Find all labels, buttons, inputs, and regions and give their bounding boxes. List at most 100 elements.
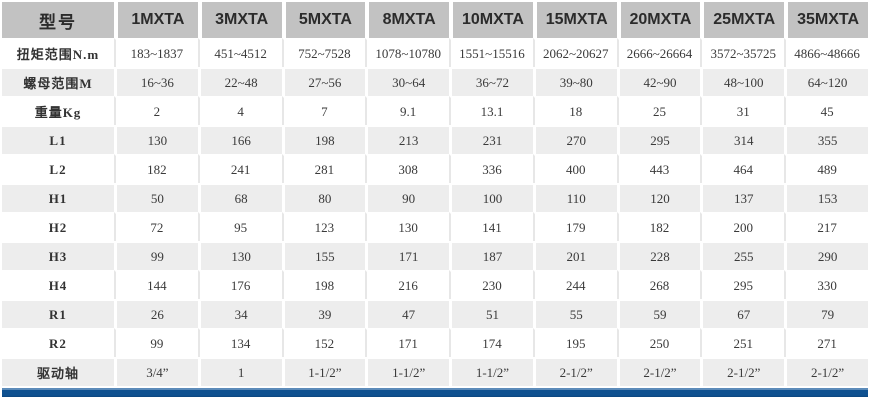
table-row: H4 144 176 198 216 230 244 268 295 330: [2, 270, 868, 299]
data-cell: 1-1/2”: [365, 357, 450, 386]
data-cell: 255: [700, 241, 785, 270]
corner-header-model: 型号: [2, 2, 114, 38]
data-cell: 2062~20627: [532, 38, 617, 67]
data-cell: 231: [449, 125, 533, 154]
row-label: 驱动轴: [2, 357, 114, 386]
data-cell: 314: [700, 125, 785, 154]
data-cell: 47: [365, 299, 450, 328]
data-cell: 182: [616, 212, 701, 241]
data-cell: 68: [197, 183, 282, 212]
data-cell: 336: [449, 154, 533, 183]
data-cell: 99: [114, 328, 198, 357]
data-cell: 100: [449, 183, 533, 212]
column-header-10mxta: 10MXTA: [449, 2, 533, 38]
data-cell: 1-1/2”: [449, 357, 533, 386]
data-cell: 489: [784, 154, 868, 183]
data-cell: 250: [616, 328, 701, 357]
data-cell: 67: [700, 299, 785, 328]
data-cell: 110: [532, 183, 617, 212]
data-cell: 195: [532, 328, 617, 357]
data-cell: 268: [616, 270, 701, 299]
data-cell: 90: [365, 183, 450, 212]
data-cell: 55: [532, 299, 617, 328]
data-cell: 25: [616, 96, 701, 125]
table-row: H2 72 95 123 130 141 179 182 200 217: [2, 212, 868, 241]
row-label: L2: [2, 154, 114, 183]
data-cell: 1078~10780: [365, 38, 450, 67]
row-label: 重量Kg: [2, 96, 114, 125]
data-cell: 464: [700, 154, 785, 183]
data-cell: 99: [114, 241, 198, 270]
data-cell: 270: [532, 125, 617, 154]
data-cell: 182: [114, 154, 198, 183]
table-row: R2 99 134 152 171 174 195 250 251 271: [2, 328, 868, 357]
data-cell: 1-1/2”: [281, 357, 366, 386]
data-cell: 241: [197, 154, 282, 183]
data-cell: 443: [616, 154, 701, 183]
table-row: L1 130 166 198 213 231 270 295 314 355: [2, 125, 868, 154]
table-row: 重量Kg 2 4 7 9.1 13.1 18 25 31 45: [2, 96, 868, 125]
column-header-1mxta: 1MXTA: [114, 2, 198, 38]
data-cell: 39: [281, 299, 366, 328]
table-row: 驱动轴 3/4” 1 1-1/2” 1-1/2” 1-1/2” 2-1/2” 2-1/2” 2-…: [2, 357, 868, 386]
data-cell: 130: [365, 212, 450, 241]
data-cell: 152: [281, 328, 366, 357]
data-cell: 134: [197, 328, 282, 357]
column-header-15mxta: 15MXTA: [532, 2, 617, 38]
header-row: 型号 1MXTA 3MXTA 5MXTA 8MXTA 10MXTA 15MXTA 20MXT…: [2, 2, 868, 38]
data-cell: 217: [784, 212, 868, 241]
row-label: H3: [2, 241, 114, 270]
data-cell: 228: [616, 241, 701, 270]
row-label: 扭矩范围N.m: [2, 38, 114, 67]
data-cell: 295: [616, 125, 701, 154]
data-cell: 251: [700, 328, 785, 357]
row-label: R1: [2, 299, 114, 328]
data-cell: 200: [700, 212, 785, 241]
data-cell: 179: [532, 212, 617, 241]
data-cell: 137: [700, 183, 785, 212]
data-cell: 130: [114, 125, 198, 154]
data-cell: 2666~26664: [616, 38, 701, 67]
table-row: H3 99 130 155 171 187 201 228 255 290: [2, 241, 868, 270]
data-cell: 30~64: [365, 67, 450, 96]
data-cell: 176: [197, 270, 282, 299]
spec-table: 型号 1MXTA 3MXTA 5MXTA 8MXTA 10MXTA 15MXTA 20MXT…: [2, 2, 868, 386]
data-cell: 1551~15516: [449, 38, 533, 67]
data-cell: 144: [114, 270, 198, 299]
data-cell: 48~100: [700, 67, 785, 96]
data-cell: 271: [784, 328, 868, 357]
data-cell: 2: [114, 96, 198, 125]
data-cell: 2-1/2”: [532, 357, 617, 386]
row-label: L1: [2, 125, 114, 154]
data-cell: 153: [784, 183, 868, 212]
column-header-35mxta: 35MXTA: [784, 2, 868, 38]
row-label: H4: [2, 270, 114, 299]
data-cell: 1: [197, 357, 282, 386]
data-cell: 198: [281, 125, 366, 154]
data-cell: 174: [449, 328, 533, 357]
data-cell: 451~4512: [197, 38, 282, 67]
data-cell: 130: [197, 241, 282, 270]
data-cell: 308: [365, 154, 450, 183]
data-cell: 51: [449, 299, 533, 328]
data-cell: 290: [784, 241, 868, 270]
table-row: L2 182 241 281 308 336 400 443 464 489: [2, 154, 868, 183]
data-cell: 79: [784, 299, 868, 328]
data-cell: 72: [114, 212, 198, 241]
data-cell: 355: [784, 125, 868, 154]
data-cell: 330: [784, 270, 868, 299]
table-row: 螺母范围M 16~36 22~48 27~56 30~64 36~72 39~80 42~90…: [2, 67, 868, 96]
table-row: 扭矩范围N.m 183~1837 451~4512 752~7528 1078~1078…: [2, 38, 868, 67]
data-cell: 171: [365, 328, 450, 357]
data-cell: 120: [616, 183, 701, 212]
data-cell: 230: [449, 270, 533, 299]
data-cell: 80: [281, 183, 366, 212]
data-cell: 213: [365, 125, 450, 154]
data-cell: 400: [532, 154, 617, 183]
data-cell: 95: [197, 212, 282, 241]
data-cell: 2-1/2”: [784, 357, 868, 386]
data-cell: 18: [532, 96, 617, 125]
data-cell: 281: [281, 154, 366, 183]
data-cell: 166: [197, 125, 282, 154]
data-cell: 155: [281, 241, 366, 270]
